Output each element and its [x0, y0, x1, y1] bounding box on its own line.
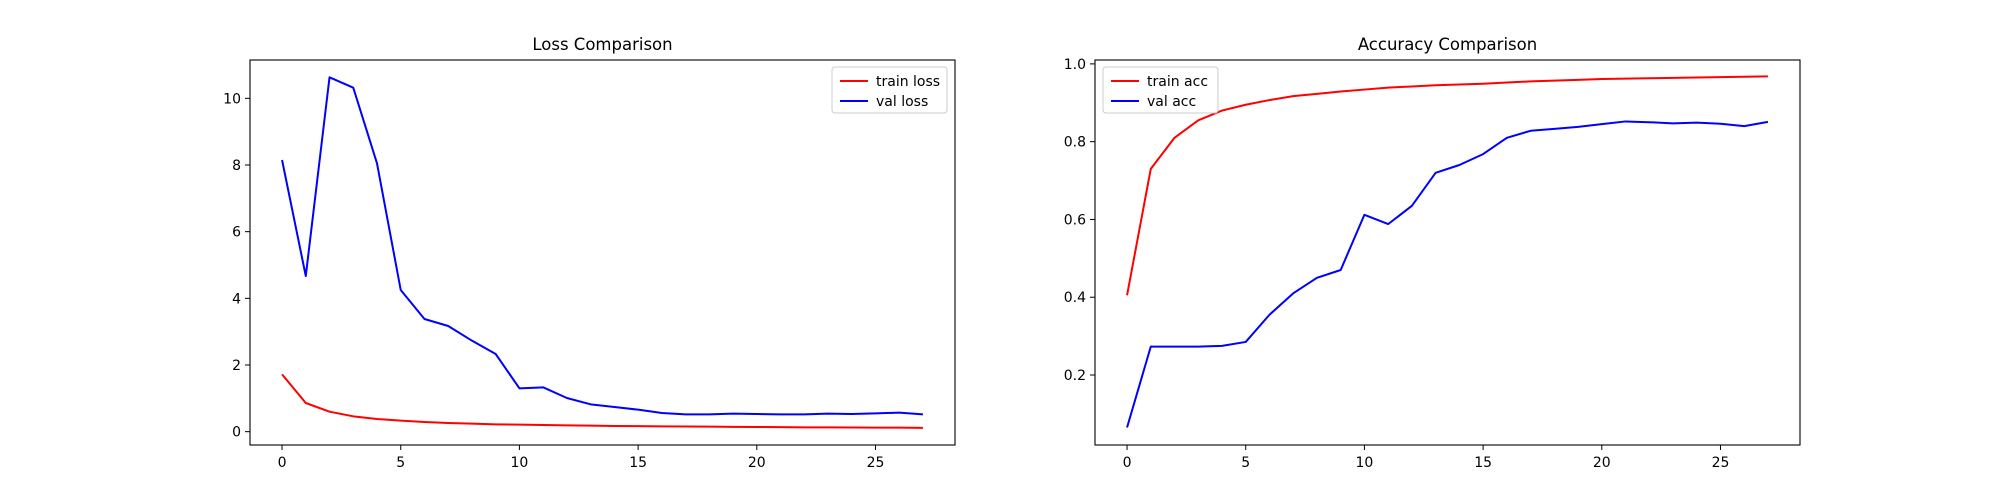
- y-tick-label: 0: [232, 425, 241, 441]
- x-tick-label: 10: [511, 455, 529, 471]
- y-tick-label: 0.2: [1064, 368, 1086, 384]
- x-tick-label: 25: [1712, 455, 1730, 471]
- x-tick-label: 5: [396, 455, 405, 471]
- x-tick-label: 0: [1123, 455, 1132, 471]
- y-tick-label: 4: [232, 291, 241, 307]
- legend: train acc val acc: [1102, 66, 1219, 114]
- x-tick-label: 15: [1474, 455, 1492, 471]
- x-tick-label: 20: [1593, 455, 1611, 471]
- axes-frame: [1094, 59, 1801, 446]
- x-tick-label: 0: [278, 455, 287, 471]
- y-tick-label: 0.8: [1064, 135, 1086, 151]
- chart-title: Accuracy Comparison: [1358, 35, 1537, 54]
- axes-frame: [249, 59, 956, 446]
- chart-1: Loss Comparison 0 5 10 15 20 25 0 2 4 6 8 10 train lo…: [223, 35, 956, 471]
- series-line-train-loss: [281, 373, 923, 429]
- legend-label: train acc: [1147, 74, 1208, 90]
- x-tick-label: 20: [748, 455, 766, 471]
- x-tick-label: 15: [629, 455, 647, 471]
- legend-label: train loss: [876, 74, 940, 90]
- y-tick-label: 6: [232, 225, 241, 241]
- series-line-val-acc: [1126, 120, 1769, 428]
- y-tick-label: 2: [232, 358, 241, 374]
- legend-label: val acc: [1147, 94, 1196, 110]
- y-tick-label: 0.6: [1064, 212, 1086, 228]
- legend: train loss val loss: [831, 66, 948, 114]
- chart-title: Loss Comparison: [532, 35, 672, 54]
- x-tick-label: 5: [1241, 455, 1250, 471]
- chart-2: Accuracy Comparison 0 5 10 15 20 25 0.2 0.4 0.6 0.…: [1064, 35, 1801, 471]
- y-tick-label: 8: [232, 158, 241, 174]
- legend-label: val loss: [876, 94, 928, 110]
- y-tick-label: 1.0: [1064, 57, 1086, 73]
- series-line-train-acc: [1126, 75, 1768, 296]
- x-tick-label: 10: [1356, 455, 1374, 471]
- y-tick-label: 0.4: [1064, 290, 1086, 306]
- series-line-val-loss: [281, 76, 924, 416]
- x-tick-label: 25: [867, 455, 885, 471]
- y-tick-label: 10: [223, 91, 241, 107]
